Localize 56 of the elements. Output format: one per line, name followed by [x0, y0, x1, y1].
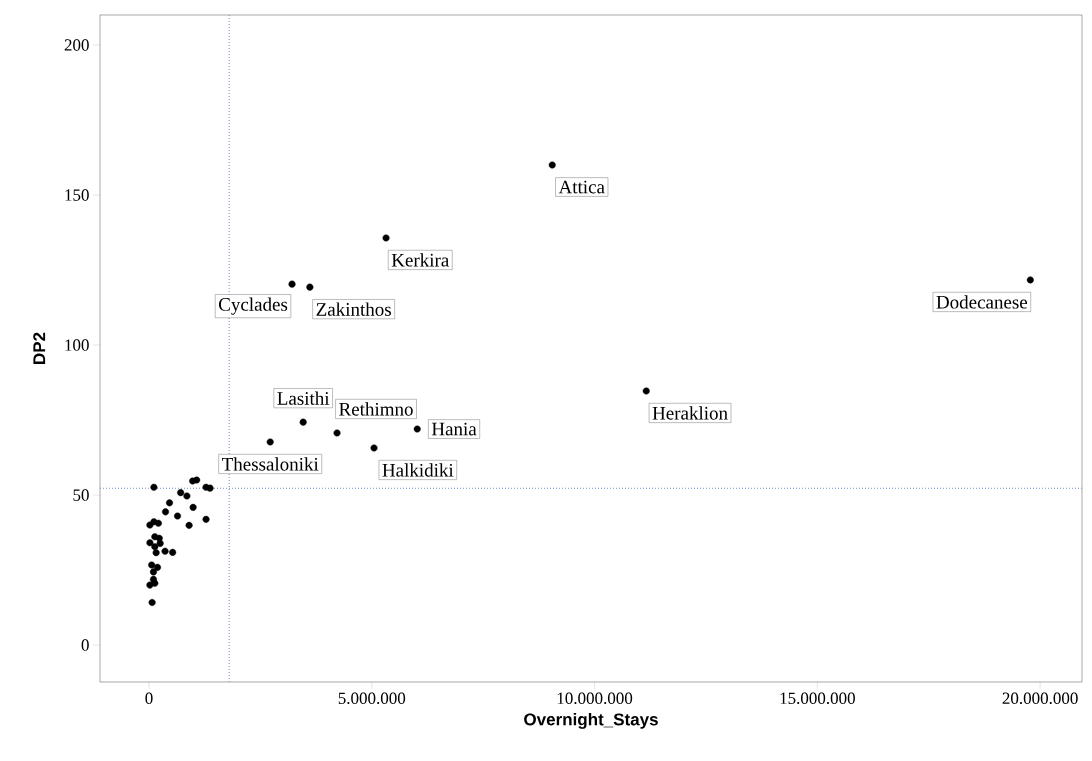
point	[306, 283, 314, 291]
annotation: Lasithi	[277, 391, 330, 405]
annotation: Thessaloniki	[222, 457, 319, 471]
annotation: Dodecanese	[936, 295, 1028, 309]
y-tick-label: 50	[73, 489, 89, 501]
x-tick-label: 10.000.000	[557, 692, 633, 705]
point	[151, 543, 159, 551]
point	[146, 539, 154, 547]
point	[299, 418, 307, 426]
y-tick-label: 100	[65, 339, 89, 351]
point	[161, 547, 169, 555]
x-tick-label: 15.000.000	[780, 692, 855, 705]
point	[548, 161, 556, 169]
point	[1026, 276, 1034, 284]
x-axis-title: Overnight_Stays	[524, 712, 658, 729]
y-tick-label: 0	[81, 639, 89, 651]
annotation: Heraklion	[652, 406, 728, 420]
point	[177, 489, 185, 497]
point	[185, 521, 193, 529]
annotation: Zakinthos	[316, 302, 391, 316]
point	[413, 425, 421, 433]
point	[202, 515, 210, 523]
point	[156, 539, 164, 547]
point	[206, 484, 214, 492]
point	[193, 476, 201, 484]
point	[333, 429, 341, 437]
y-tick-label: 150	[65, 189, 89, 201]
point	[149, 568, 157, 576]
annotation: Kerkira	[391, 253, 449, 267]
y-tick-label: 200	[64, 39, 89, 51]
x-tick-label: 0	[145, 692, 153, 705]
point	[642, 387, 650, 395]
point	[189, 503, 197, 511]
point	[149, 575, 157, 583]
annotation: Hania	[431, 422, 477, 436]
annotation: Rethimno	[339, 402, 413, 416]
x-tick-label: 20.000.000	[1002, 692, 1078, 705]
point	[154, 519, 162, 527]
point	[266, 438, 274, 446]
point	[183, 492, 191, 500]
annotation: Cyclades	[219, 297, 288, 315]
point	[162, 508, 169, 516]
x-tick-label: 5.000.000	[338, 692, 406, 705]
point	[288, 280, 296, 288]
point	[166, 499, 174, 507]
y-axis-title: DP2	[33, 332, 46, 364]
point	[148, 598, 156, 606]
point	[382, 234, 390, 242]
point	[169, 548, 177, 556]
point	[370, 444, 378, 452]
point	[150, 483, 158, 491]
point	[152, 549, 160, 557]
annotation: Attica	[558, 180, 605, 194]
annotation: Halkidiki	[382, 463, 454, 477]
point	[174, 512, 182, 520]
point	[148, 561, 156, 569]
